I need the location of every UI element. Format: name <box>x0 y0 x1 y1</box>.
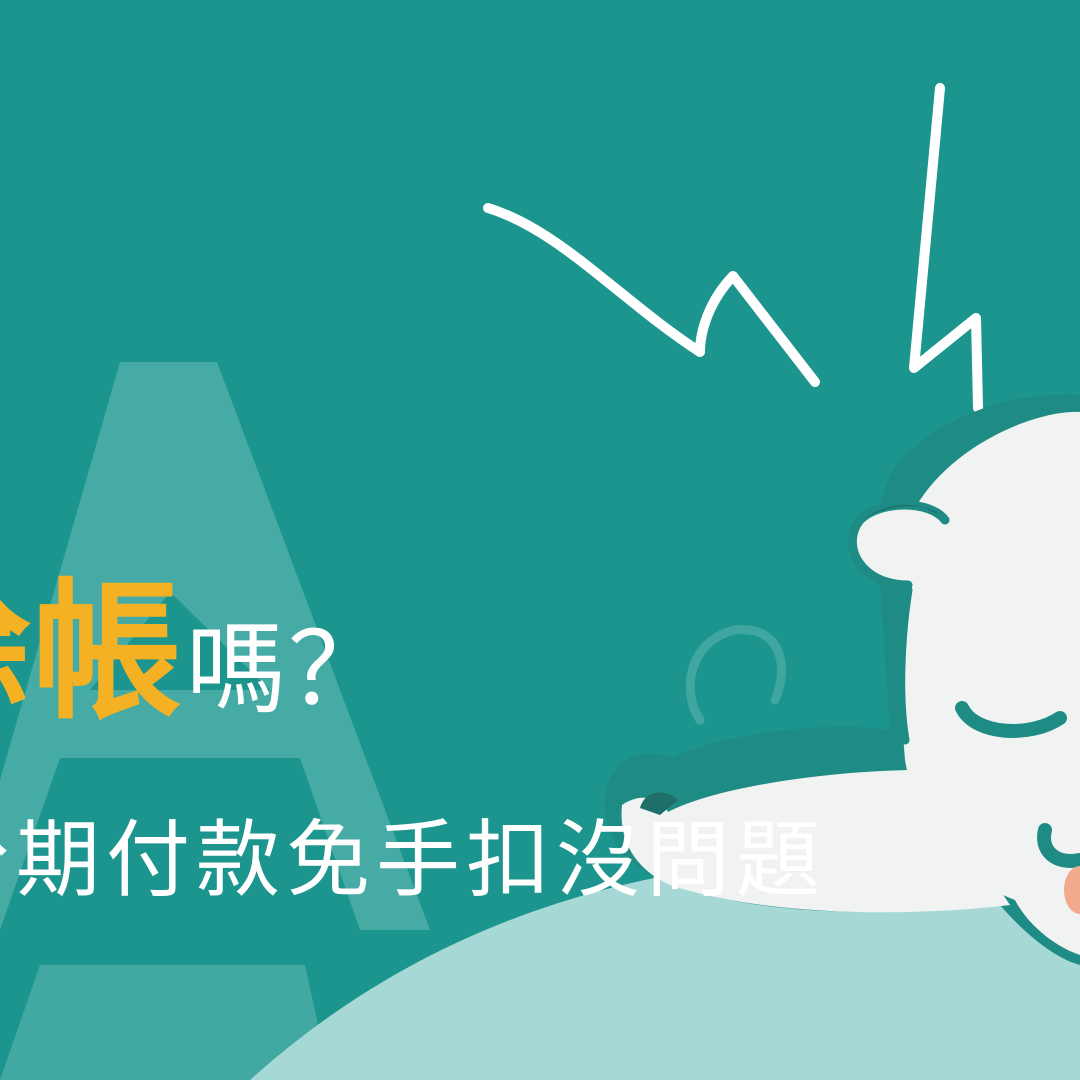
bear-head <box>901 411 1080 955</box>
sleeping-bear-illustration <box>604 394 1080 966</box>
bear-arm <box>621 770 1010 913</box>
bear-muzzle <box>1037 823 1080 868</box>
headline-highlight-cropped: 賒帳 <box>0 566 183 740</box>
letter-a-watermark-icon <box>0 362 430 1080</box>
subline: 分期付款免手扣沒問題 <box>0 811 827 909</box>
bear-arm-shadow <box>640 792 678 815</box>
paw-outline-icon <box>685 625 786 725</box>
headline-suffix: 嗎？ <box>186 611 390 728</box>
bear-eye-closed <box>955 701 1067 738</box>
bear-outline-stroke <box>896 585 913 745</box>
bear-blush <box>1064 866 1080 914</box>
lightning-bolt-icon <box>483 83 983 413</box>
bear-ear <box>847 500 950 590</box>
